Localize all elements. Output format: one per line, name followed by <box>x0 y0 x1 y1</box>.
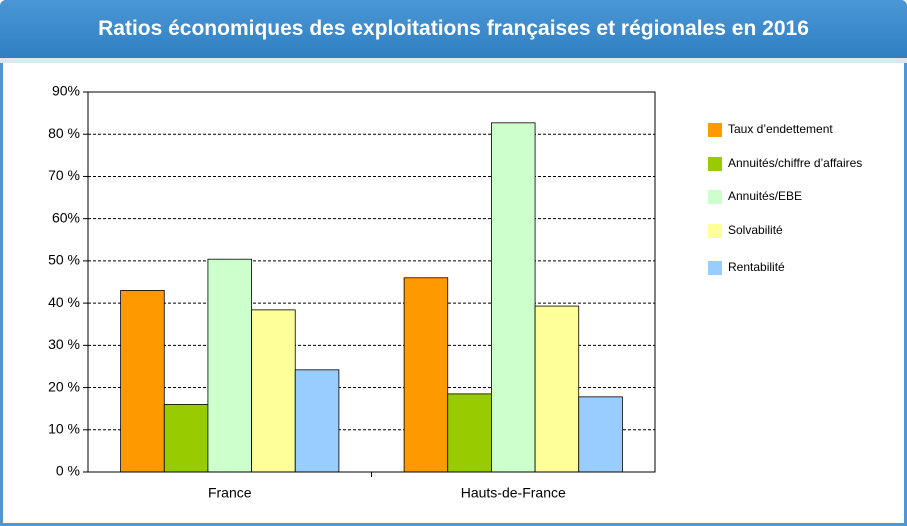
legend-label: Annuités/chiffre d’affaires <box>728 156 862 170</box>
bar <box>294 369 340 473</box>
bar <box>251 309 296 473</box>
y-tick-label: 50 % <box>48 252 80 268</box>
bar <box>163 404 209 473</box>
bar <box>207 258 252 473</box>
y-tick-label: 10 % <box>48 420 80 436</box>
y-tick-label: 60% <box>52 209 80 225</box>
x-tick-label: France <box>208 485 252 501</box>
legend-swatch <box>708 190 722 204</box>
bar <box>403 277 449 473</box>
y-tick-label: 20 % <box>48 378 80 394</box>
x-tick-label: Hauts-de-France <box>461 485 566 501</box>
y-tick-label: 0 % <box>56 463 80 479</box>
y-tick-label: 30 % <box>48 336 80 352</box>
legend-label: Taux d’endettement <box>728 122 833 136</box>
bar <box>534 305 580 473</box>
legend-swatch <box>708 261 722 275</box>
bar <box>447 393 492 473</box>
bar <box>578 396 623 473</box>
header: Ratios économiques des exploitations fra… <box>0 0 907 58</box>
y-tick-label: 70 % <box>48 167 80 183</box>
legend-swatch <box>708 224 722 238</box>
header-separator <box>0 58 907 63</box>
legend-label: Annuités/EBE <box>728 189 802 203</box>
legend-label: Solvabilité <box>728 223 783 237</box>
y-tick-label: 80 % <box>48 125 80 141</box>
legend-swatch <box>708 157 722 171</box>
bar <box>491 122 536 473</box>
y-tick-label: 40 % <box>48 294 80 310</box>
legend-label: Rentabilité <box>728 260 785 274</box>
y-tick-label: 90% <box>52 83 80 99</box>
bar <box>120 290 165 473</box>
legend-swatch <box>708 123 722 137</box>
